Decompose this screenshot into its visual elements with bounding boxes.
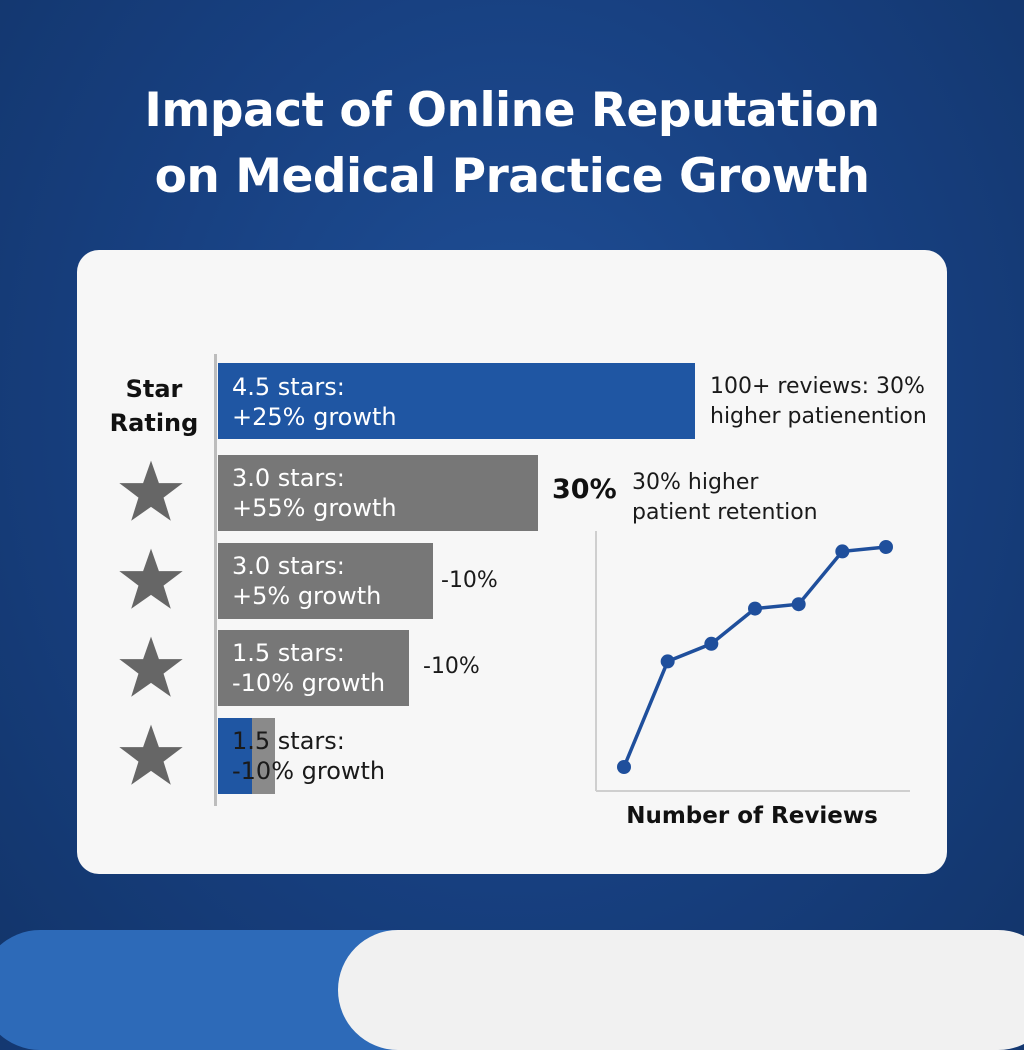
x-axis-label: Number of Reviews (626, 803, 878, 829)
bar-rating-5 (218, 718, 275, 794)
title-line-2: on Medical Practice Growth (154, 149, 870, 204)
line-annotation: 30% higher patient retention (632, 470, 818, 525)
bar-label-4: 1.5 stars: -10% growth (232, 639, 386, 697)
star-icon (119, 724, 183, 785)
line-point-5 (791, 597, 806, 612)
line-point-2 (660, 654, 675, 669)
page-title: Impact of Online Reputation on Medical P… (0, 78, 1024, 210)
bar-rating-3 (218, 543, 433, 619)
line-point-7 (879, 540, 893, 554)
line-point-3 (704, 636, 719, 651)
bar-label-2: 3.0 stars: +55% growth (232, 464, 397, 522)
bar-side-label-4: -10% (423, 654, 480, 679)
bar-rating-2 (218, 455, 538, 531)
bar-rating-4 (218, 630, 409, 706)
star-icon (119, 636, 183, 697)
line-point-6 (835, 544, 850, 559)
line-annotation-big: 30% (552, 474, 617, 505)
line-chart (595, 531, 910, 792)
bar-label-5: 1.5 stars: -10% growth (232, 727, 386, 785)
line-point-1 (617, 760, 631, 774)
star-icon (119, 548, 183, 609)
footer-white-shape (338, 930, 1024, 1050)
y-axis-line (214, 354, 217, 806)
title-line-1: Impact of Online Reputation (144, 83, 880, 138)
y-axis-label: Star Rating (109, 375, 199, 437)
bar-side-label-1: 100+ reviews: 30% higher patienention (710, 374, 927, 429)
bar-label-1: 4.5 stars: +25% growth (232, 373, 397, 431)
line-point-4 (748, 601, 762, 616)
star-icon (119, 460, 183, 521)
bar-rating-1 (218, 363, 695, 439)
bar-side-label-3: -10% (441, 568, 498, 593)
bar-label-3: 3.0 stars: +5% growth (232, 552, 382, 610)
